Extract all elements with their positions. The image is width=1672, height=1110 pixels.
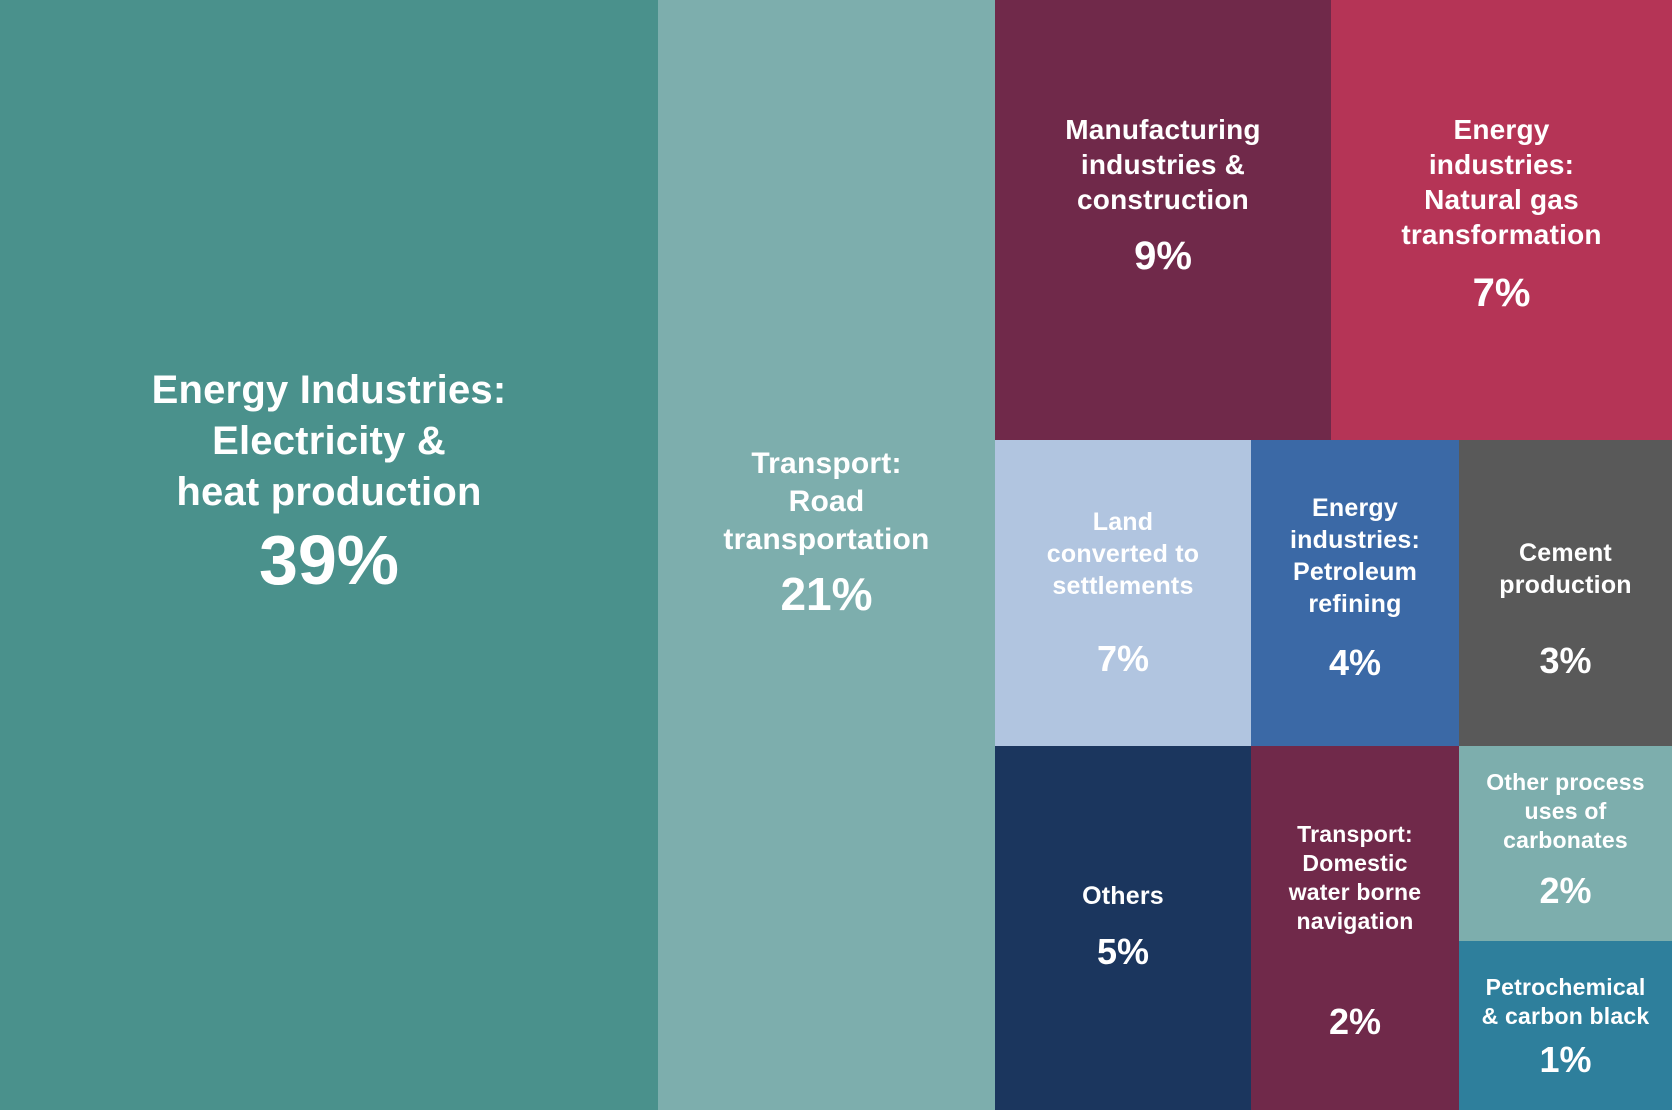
tile-label: Land converted to settlements [1046, 508, 1200, 600]
treemap-tile: Energy industries: Petroleum refining 4% [1251, 440, 1459, 746]
treemap-tile: Others 5% [995, 746, 1251, 1110]
treemap-tile: Energy industries: Natural gas transform… [1331, 0, 1672, 440]
tile-label: Energy industries: Natural gas transform… [1401, 114, 1602, 250]
tile-label: Others [1082, 882, 1164, 910]
tile-value: 39% [258, 521, 400, 599]
treemap-tile: Petrochemical & carbon black 1% [1459, 941, 1672, 1110]
tile-label: Petrochemical & carbon black [1481, 974, 1650, 1029]
tile-value: 2% [1539, 870, 1592, 911]
treemap-tile: Other process uses of carbonates 2% [1459, 746, 1672, 941]
treemap-tile: Energy Industries: Electricity & heat pr… [0, 0, 658, 1110]
treemap-tile: Transport: Road transportation 21% [658, 0, 995, 1110]
tile-label: Energy Industries: Electricity & heat pr… [151, 368, 507, 514]
treemap-tile: Transport: Domestic water borne navigati… [1251, 746, 1459, 1110]
tile-label: Transport: Road transportation [723, 447, 930, 556]
tile-label: Cement production [1499, 539, 1632, 599]
tile-value: 5% [1096, 931, 1150, 972]
tile-label: Transport: Domestic water borne navigati… [1288, 821, 1422, 934]
tile-label: Other process uses of carbonates [1486, 769, 1645, 853]
tile-value: 2% [1328, 1001, 1382, 1042]
tile-value: 3% [1539, 640, 1592, 681]
tile-value: 1% [1539, 1039, 1592, 1080]
treemap-tile: Cement production 3% [1459, 440, 1672, 746]
treemap-tile: Land converted to settlements 7% [995, 440, 1251, 746]
treemap-tile: Manufacturing industries & construction 9… [995, 0, 1331, 440]
tile-value: 21% [780, 568, 873, 620]
tile-label: Manufacturing industries & construction [1065, 114, 1261, 215]
tile-value: 9% [1134, 234, 1192, 278]
tile-value: 7% [1472, 271, 1531, 315]
tile-value: 4% [1328, 642, 1382, 683]
tile-value: 7% [1096, 638, 1150, 679]
tile-label: Energy industries: Petroleum refining [1290, 494, 1420, 618]
